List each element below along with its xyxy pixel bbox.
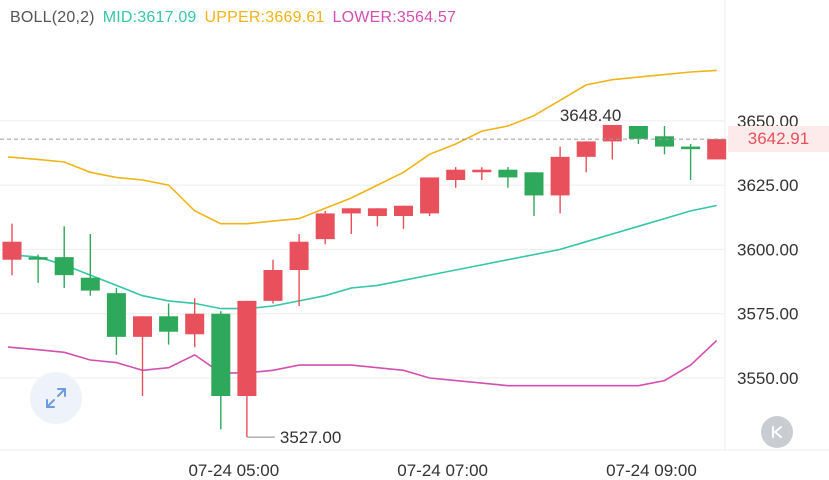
- candle: [602, 124, 622, 160]
- candle: [628, 126, 648, 144]
- candle-body: [524, 172, 544, 196]
- annotations: 3648.40 3527.00: [246, 106, 621, 447]
- candle-body: [315, 213, 335, 240]
- candle: [211, 311, 231, 430]
- candle: [315, 210, 335, 245]
- candle-body: [394, 205, 413, 216]
- candle: [185, 298, 205, 348]
- candle-body: [602, 124, 622, 142]
- candle: [80, 234, 100, 296]
- candle-body: [289, 241, 309, 270]
- legend-upper: UPPER:3669.61: [204, 9, 325, 26]
- expand-arrows-icon: [46, 388, 66, 408]
- candle: [655, 126, 674, 155]
- y-tick-label: 3625.00: [737, 176, 798, 195]
- candle-body: [263, 270, 283, 301]
- candle-body: [237, 300, 257, 396]
- candle-body: [28, 257, 48, 260]
- collapse-k-icon: [772, 426, 782, 438]
- candle-body: [472, 169, 492, 173]
- legend-name: BOLL(20,2): [10, 9, 95, 26]
- low-price-label: 3527.00: [280, 428, 341, 447]
- high-price-label: 3648.40: [560, 106, 621, 125]
- last-price-tag: 3642.91: [728, 126, 829, 153]
- candle: [576, 141, 596, 173]
- candle: [524, 172, 544, 216]
- y-tick-label: 3550.00: [737, 369, 798, 388]
- candle-body: [655, 136, 674, 147]
- grid-lines: [0, 0, 829, 451]
- candle: [54, 226, 74, 288]
- candle: [420, 177, 440, 216]
- candle: [394, 205, 413, 229]
- x-axis: 07-24 05:00 07-24 07:00 07-24 09:00: [188, 461, 696, 480]
- candle-body: [159, 316, 179, 332]
- mid-band-line: [7, 204, 717, 310]
- candle: [341, 208, 361, 234]
- candle-body: [133, 316, 152, 337]
- candle: [237, 300, 257, 438]
- candle: [446, 167, 466, 188]
- y-tick-label: 3600.00: [737, 240, 798, 259]
- candle: [2, 223, 22, 276]
- upper-band-line: [7, 69, 717, 225]
- candle: [472, 167, 492, 180]
- x-tick-label: 07-24 09:00: [606, 461, 697, 480]
- collapse-button[interactable]: [761, 416, 793, 448]
- candle: [707, 138, 727, 160]
- candle: [133, 316, 152, 396]
- candle-body: [498, 169, 518, 178]
- candle: [159, 303, 179, 345]
- candle: [28, 254, 48, 283]
- expand-button[interactable]: [30, 372, 82, 424]
- candles: [2, 124, 727, 438]
- candle-body: [106, 293, 126, 337]
- boll-legend: BOLL(20,2) MID:3617.09 UPPER:3669.61 LOWER:…: [10, 9, 464, 27]
- candle-body: [550, 156, 570, 196]
- candle: [367, 208, 387, 227]
- candle-body: [54, 257, 74, 276]
- lower-band-line: [7, 339, 718, 387]
- candle-body: [707, 139, 727, 160]
- y-tick-label: 3575.00: [737, 305, 798, 324]
- candle-body: [367, 208, 387, 216]
- candle-body: [576, 141, 596, 157]
- candle-body: [628, 126, 648, 139]
- candle: [289, 234, 309, 306]
- candle-body: [185, 313, 205, 335]
- bollinger-bands: [7, 69, 718, 387]
- last-price-value: 3642.91: [747, 129, 810, 149]
- candle-body: [341, 208, 361, 214]
- candle: [550, 146, 570, 214]
- x-tick-label: 07-24 05:00: [188, 461, 279, 480]
- candle-body: [681, 146, 701, 150]
- candle-body: [80, 277, 100, 291]
- candle-body: [2, 241, 22, 260]
- candle: [106, 288, 126, 355]
- candle: [498, 167, 518, 188]
- legend-mid: MID:3617.09: [102, 9, 197, 26]
- x-tick-label: 07-24 07:00: [397, 461, 488, 480]
- candle-body: [420, 177, 440, 214]
- legend-lower: LOWER:3564.57: [332, 9, 457, 26]
- candle: [263, 259, 283, 304]
- candle-body: [446, 169, 466, 180]
- candle-body: [211, 313, 231, 396]
- candle: [681, 144, 701, 180]
